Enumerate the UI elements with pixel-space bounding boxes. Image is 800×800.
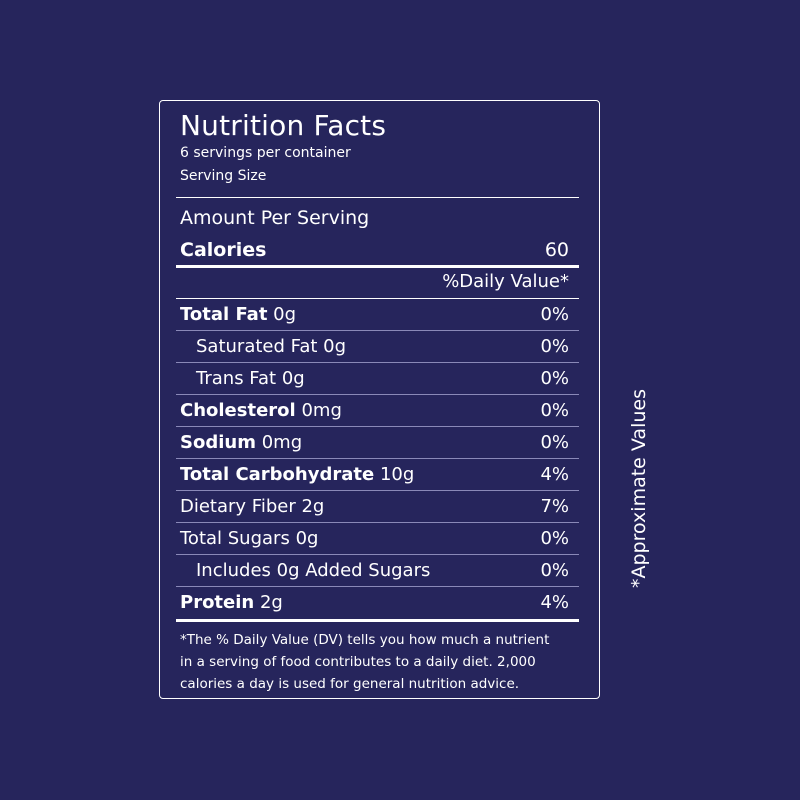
serving-size: Serving Size [180,168,267,184]
nutrient-dv: 7% [540,496,569,517]
divider-thick [176,619,579,622]
amount-per-serving-row: Amount Per Serving [180,202,569,234]
nutrient-amount: 0mg [261,432,303,453]
divider [176,586,579,587]
divider [176,554,579,555]
nutrient-amount: 0g [273,304,297,325]
nutrient-dv: 4% [540,592,569,613]
nutrient-row: Cholesterol 0mg 0% [180,395,569,427]
divider [176,197,579,198]
nutrient-row: Protein 2g 4% [180,587,569,619]
nutrient-name: Trans Fat [196,368,277,389]
nutrient-name: Total Sugars [180,528,290,549]
nutrient-dv: 0% [540,528,569,549]
nutrient-name: Dietary Fiber [180,496,296,517]
nutrient-amount: 2g [301,496,325,517]
nutrient-amount: 2g [259,592,283,613]
divider [176,298,579,299]
footnote-line: calories a day is used for general nutri… [180,676,520,692]
nutrient-row: Total Sugars 0g 0% [180,523,569,555]
divider [176,490,579,491]
nutrient-amount: 0g [323,336,347,357]
nutrient-name: Total Carbohydrate [180,464,375,485]
divider [176,522,579,523]
nutrient-name: Saturated Fat [196,336,318,357]
nutrient-name: Includes 0g Added Sugars [196,560,431,581]
divider [176,362,579,363]
amount-per-serving-label: Amount Per Serving [180,207,370,229]
divider [176,426,579,427]
nutrient-row: Total Carbohydrate 10g 4% [180,459,569,491]
nutrient-amount: 0mg [301,400,342,421]
nutrient-name: Cholesterol [180,400,296,421]
nutrition-facts-panel: Nutrition Facts 6 servings per container… [159,100,600,699]
divider [176,458,579,459]
nutrient-dv: 0% [540,432,569,453]
divider [176,330,579,331]
label-title: Nutrition Facts [180,109,387,142]
divider [176,394,579,395]
calories-label: Calories [180,239,267,261]
footnote: *The % Daily Value (DV) tells you how mu… [180,629,590,695]
nutrient-row: Sodium 0mg 0% [180,427,569,459]
approximate-values-note: *Approximate Values [628,389,650,588]
nutrient-amount: 10g [379,464,415,485]
nutrient-dv: 0% [540,560,569,581]
nutrient-dv: 0% [540,368,569,389]
nutrient-row: Includes 0g Added Sugars 0% [180,555,569,587]
nutrient-name: Protein [180,592,255,613]
nutrient-dv: 4% [540,464,569,485]
calories-value: 60 [544,239,569,261]
divider-thick [176,265,579,268]
footnote-line: in a serving of food contributes to a da… [180,654,536,670]
daily-value-header-row: %Daily Value* [180,266,569,298]
nutrient-row: Trans Fat 0g 0% [180,363,569,395]
nutrient-row: Total Fat 0g 0% [180,299,569,331]
calories-row: Calories 60 [180,234,569,266]
nutrient-dv: 0% [540,304,569,325]
nutrient-name: Total Fat [180,304,268,325]
servings-per-container: 6 servings per container [180,145,351,161]
daily-value-header: %Daily Value* [442,271,569,292]
nutrient-dv: 0% [540,400,569,421]
nutrient-amount: 0g [281,368,305,389]
nutrient-dv: 0% [540,336,569,357]
footnote-line: *The % Daily Value (DV) tells you how mu… [180,632,550,648]
nutrient-row: Saturated Fat 0g 0% [180,331,569,363]
nutrient-amount: 0g [295,528,319,549]
nutrient-name: Sodium [180,432,256,453]
nutrient-row: Dietary Fiber 2g 7% [180,491,569,523]
